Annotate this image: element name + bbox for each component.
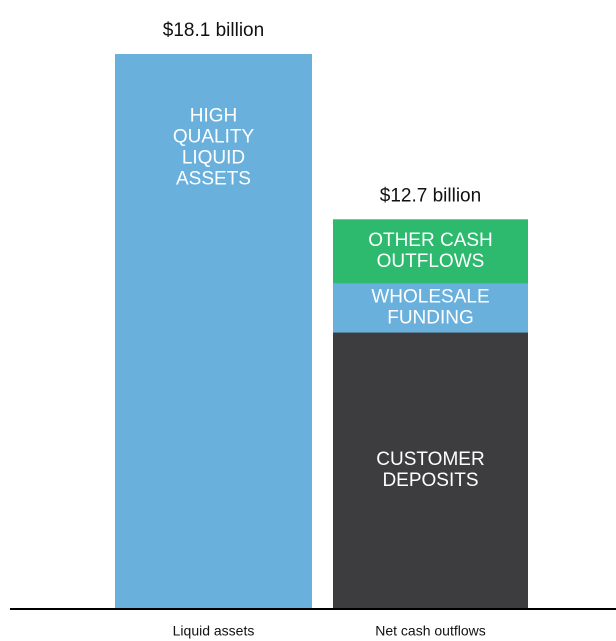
segment-label: OTHER CASH OUTFLOWS [368,230,493,272]
bar-segment [333,332,528,608]
total-label: $12.7 billion [380,185,481,206]
segment-label: WHOLESALE FUNDING [371,287,489,329]
total-label: $18.1 billion [163,20,264,41]
x-tick-label: Liquid assets [173,623,255,639]
segment-label: HIGH QUALITY LIQUID ASSETS [173,106,255,190]
bar-segment [115,54,312,608]
bar-segment [333,219,528,284]
segment-label: CUSTOMER DEPOSITS [376,449,484,491]
bar-segment [333,283,528,333]
x-tick-label: Net cash outflows [375,623,486,639]
